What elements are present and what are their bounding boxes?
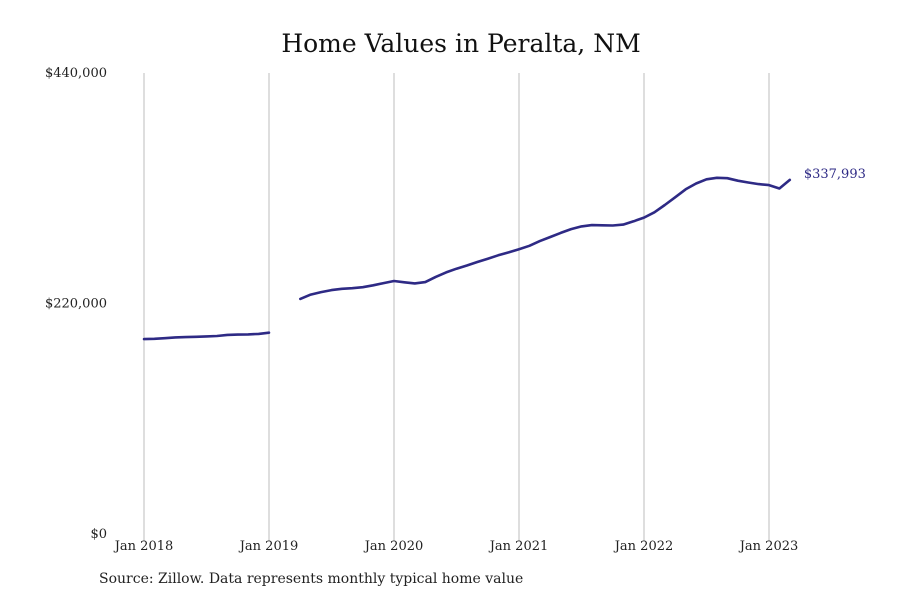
y-axis: $0 $220,000 $440,000 <box>45 66 107 542</box>
x-axis: Jan 2018 Jan 2019 Jan 2020 Jan 2021 Jan 2022… <box>113 539 799 554</box>
series-line <box>142 331 271 341</box>
x-tick-label: Jan 2019 <box>238 539 299 554</box>
gridlines <box>143 73 770 542</box>
y-tick-label: $220,000 <box>45 297 107 312</box>
y-tick-label: $440,000 <box>45 66 107 81</box>
y-tick-label: $0 <box>90 527 107 542</box>
chart-title: Home Values in Peralta, NM <box>281 29 640 58</box>
series-line <box>299 176 792 301</box>
x-tick-label: Jan 2018 <box>113 539 174 554</box>
x-tick-label: Jan 2020 <box>363 539 424 554</box>
x-tick-label: Jan 2023 <box>738 539 799 554</box>
x-tick-label: Jan 2021 <box>488 539 549 554</box>
x-tick-label: Jan 2022 <box>613 539 674 554</box>
source-note: Source: Zillow. Data represents monthly … <box>99 571 524 587</box>
end-value-label: $337,993 <box>804 167 866 182</box>
series-lines <box>142 176 792 341</box>
